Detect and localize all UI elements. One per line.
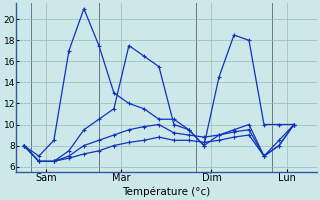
X-axis label: Température (°c): Température (°c) [122,186,211,197]
